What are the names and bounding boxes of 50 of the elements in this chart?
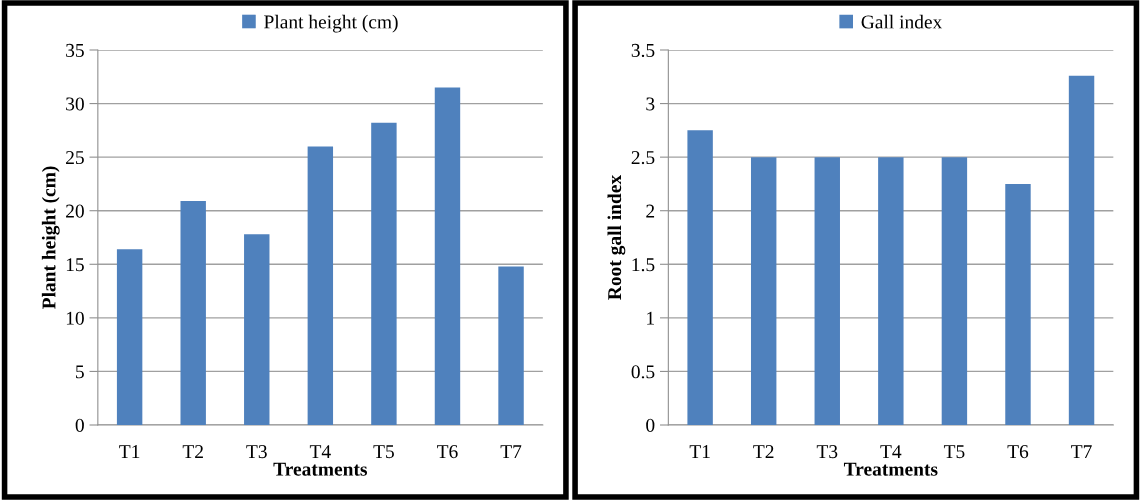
y-tick-label: 20 <box>66 204 84 218</box>
bar <box>878 157 904 425</box>
bar <box>307 146 334 425</box>
x-tick-label: T6 <box>437 445 458 459</box>
y-tick-label: 1 <box>647 311 654 325</box>
bar <box>180 201 206 425</box>
x-tick-label: T6 <box>1007 445 1029 459</box>
y-tick-label: 30 <box>66 97 84 111</box>
y-tick-label: 3.5 <box>631 43 655 58</box>
x-tick-label: T7 <box>500 445 522 458</box>
x-axis-title: Treatments <box>843 462 938 476</box>
bar <box>1005 183 1031 425</box>
y-axis-title: Plant height (cm) <box>41 166 60 309</box>
x-tick-label: T4 <box>880 445 902 458</box>
bar <box>116 249 143 425</box>
y-tick-label: 0 <box>75 418 84 432</box>
bar <box>750 157 777 425</box>
x-tick-label: T1 <box>689 445 710 458</box>
x-tick-label: T5 <box>373 445 394 459</box>
bar <box>434 87 461 425</box>
x-tick-label: T5 <box>943 445 965 459</box>
x-tick-label: T4 <box>309 445 331 458</box>
y-tick-label: 2.5 <box>631 151 655 165</box>
bar <box>814 157 840 425</box>
x-tick-label: T7 <box>1071 445 1092 458</box>
y-tick-label: 0 <box>646 418 655 432</box>
y-tick-label: 5 <box>76 365 84 379</box>
legend-label: Gall index <box>861 14 943 29</box>
bar <box>687 130 713 425</box>
bar <box>941 157 968 425</box>
y-tick-label: 3 <box>646 97 655 111</box>
x-axis-title: Treatments <box>273 462 368 476</box>
x-tick-label: T3 <box>246 445 267 459</box>
x-tick-label: T2 <box>182 445 203 458</box>
bar <box>371 122 397 425</box>
y-tick-label: 10 <box>66 311 84 325</box>
bar <box>1068 75 1095 425</box>
x-tick-label: T1 <box>119 445 140 458</box>
bar <box>244 234 270 425</box>
x-tick-label: T3 <box>816 445 838 459</box>
bar <box>498 266 524 425</box>
y-tick-label: 25 <box>66 151 84 165</box>
y-tick-label: 35 <box>66 43 84 57</box>
y-tick-label: 2 <box>646 204 655 218</box>
y-axis-title: Root gall index <box>607 174 626 300</box>
y-tick-label: 0.5 <box>631 365 655 379</box>
y-tick-label: 15 <box>66 258 84 272</box>
y-tick-label: 1.5 <box>632 258 655 272</box>
x-tick-label: T2 <box>753 445 774 458</box>
legend-label: Plant height (cm) <box>264 14 398 33</box>
